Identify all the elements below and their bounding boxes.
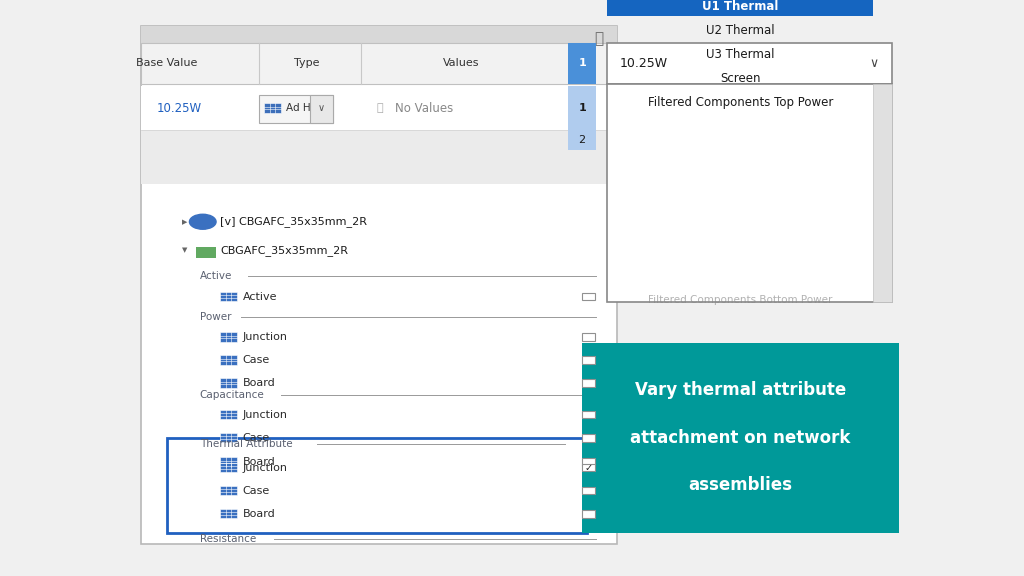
Bar [220,463,237,472]
Bar [873,84,892,302]
Bar [220,355,237,365]
Bar [141,26,617,544]
Text: ▶: ▶ [181,219,187,225]
Text: Filtered Components Top Power: Filtered Components Top Power [647,96,834,109]
Text: Case: Case [243,355,270,365]
Bar [582,333,596,341]
Bar [141,43,617,84]
Text: Resistance: Resistance [200,533,256,544]
Text: No Values: No Values [395,101,454,115]
Text: Junction: Junction [243,332,288,342]
Bar [582,356,596,364]
Text: attachment on network: attachment on network [630,429,851,447]
Text: Base Value: Base Value [136,58,198,69]
Text: Ad Hoc: Ad Hoc [286,103,323,113]
Bar [220,410,237,419]
Bar [220,509,237,518]
Bar [582,293,596,301]
Bar [264,104,281,113]
Bar [568,130,596,150]
Text: CBGAFC_35x35mm_2R: CBGAFC_35x35mm_2R [220,245,348,256]
Text: ∨: ∨ [318,103,325,113]
Bar [568,43,596,84]
Bar [582,487,596,494]
Text: ∨: ∨ [869,57,878,70]
Bar [310,95,333,123]
Text: 10.25W: 10.25W [157,101,202,115]
Text: Values: Values [442,58,479,69]
Text: Case: Case [243,433,270,443]
Bar [220,433,237,442]
Text: Filtered Components Bottom Power: Filtered Components Bottom Power [648,295,833,305]
Text: 10.25W: 10.25W [620,57,668,70]
Bar [582,411,596,418]
Text: 1: 1 [579,103,586,113]
Text: 🖉: 🖉 [377,103,383,113]
Bar [141,130,617,184]
Bar [582,343,899,533]
Bar [607,43,892,84]
Bar [607,0,873,16]
Text: Vary thermal attribute: Vary thermal attribute [635,381,846,399]
Text: Case: Case [243,486,270,496]
Text: ⎙: ⎙ [595,31,603,47]
Text: Junction: Junction [243,463,288,473]
Text: 1: 1 [579,58,586,69]
Bar [220,332,237,342]
Text: Board: Board [243,509,275,519]
Text: ▼: ▼ [181,248,187,253]
Text: Thermal Attribute: Thermal Attribute [200,438,292,449]
Bar [220,292,237,301]
Text: [v] CBGAFC_35x35mm_2R: [v] CBGAFC_35x35mm_2R [220,217,368,227]
Text: 2: 2 [579,135,586,145]
Bar [167,438,587,533]
Bar [582,510,596,517]
Text: U2 Thermal: U2 Thermal [706,24,775,37]
Bar [582,464,596,471]
Text: U3 Thermal: U3 Thermal [707,48,774,61]
Bar [582,434,596,442]
Bar [220,457,237,467]
Bar [582,458,596,465]
Text: Board: Board [243,457,275,467]
Text: Active: Active [200,271,232,282]
Text: ✓: ✓ [585,463,593,473]
Text: Junction: Junction [243,410,288,420]
Bar [568,86,596,130]
Text: Board: Board [243,378,275,388]
Text: assemblies: assemblies [688,476,793,494]
Text: Active: Active [243,291,278,302]
Text: U1 Thermal: U1 Thermal [702,0,778,13]
Bar [582,380,596,387]
Bar [141,86,617,130]
Bar [220,486,237,495]
Text: Screen: Screen [720,72,761,85]
Text: Type: Type [295,58,319,69]
Text: Capacitance: Capacitance [200,389,264,400]
Bar [220,378,237,388]
Bar [607,84,892,302]
Text: Power: Power [200,312,231,322]
Bar [259,95,333,123]
Circle shape [189,214,216,229]
Bar [141,26,617,52]
Bar [196,247,216,258]
